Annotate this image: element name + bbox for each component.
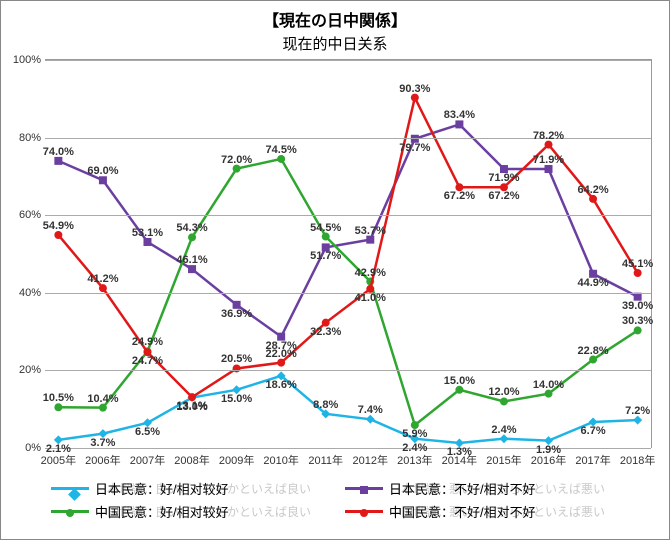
- series-marker-jp_bad: [500, 165, 508, 173]
- legend-marker-icon: [66, 509, 74, 517]
- series-marker-cn_good: [455, 386, 463, 394]
- legend-item-jp_bad: 日本世論：悪い／どちらかといえば悪い日本民意：不好/相对不好: [345, 479, 639, 498]
- legend-marker-icon: [68, 488, 81, 501]
- gridline: [45, 293, 651, 294]
- y-tick-label: 20%: [19, 364, 45, 376]
- series-marker-cn_good: [411, 421, 419, 429]
- series-marker-cn_good: [545, 390, 553, 398]
- legend-item-cn_bad: 中国世論：悪い／どちらかといえば悪い中国民意：不好/相对不好: [345, 502, 639, 521]
- x-tick-label: 2011年: [308, 448, 343, 468]
- gridline: [45, 138, 651, 139]
- series-marker-jp_bad: [54, 157, 62, 165]
- series-marker-jp_bad: [99, 176, 107, 184]
- y-tick-label: 100%: [13, 54, 45, 66]
- series-marker-jp_bad: [545, 165, 553, 173]
- series-marker-jp_bad: [233, 301, 241, 309]
- series-line-jp_good: [58, 376, 637, 443]
- x-tick-label: 2013年: [397, 448, 432, 468]
- series-marker-jp_bad: [589, 270, 597, 278]
- series-marker-cn_good: [634, 326, 642, 334]
- series-marker-cn_bad: [589, 195, 597, 203]
- x-tick-label: 2005年: [41, 448, 76, 468]
- series-marker-cn_bad: [366, 285, 374, 293]
- series-marker-jp_good: [232, 385, 241, 394]
- y-tick-label: 40%: [19, 287, 45, 299]
- x-tick-label: 2012年: [353, 448, 388, 468]
- x-tick-label: 2016年: [531, 448, 566, 468]
- y-tick-label: 80%: [19, 132, 45, 144]
- series-marker-cn_bad: [143, 348, 151, 356]
- series-marker-jp_bad: [143, 238, 151, 246]
- legend-marker-icon: [360, 509, 368, 517]
- legend-swatch: [345, 510, 383, 513]
- legend-swatch: [51, 487, 89, 490]
- legend-swatch: [345, 487, 383, 490]
- series-marker-cn_bad: [545, 141, 553, 149]
- series-marker-cn_bad: [277, 359, 285, 367]
- series-marker-cn_good: [322, 233, 330, 241]
- series-marker-cn_good: [99, 404, 107, 412]
- chart-svg: [45, 60, 651, 448]
- series-marker-cn_good: [277, 155, 285, 163]
- series-marker-cn_good: [54, 403, 62, 411]
- legend-item-cn_good: 中国世論：良い／どちらかといえば良い中国民意：好/相对较好: [51, 502, 345, 521]
- x-tick-label: 2007年: [130, 448, 165, 468]
- legend-label: 中国民意：好/相对较好: [95, 502, 229, 521]
- chart-container: 【現在の日中関係】 现在的中日关系 0%20%40%60%80%100%2005…: [0, 0, 670, 540]
- gridline: [45, 215, 651, 216]
- x-tick-label: 2008年: [174, 448, 209, 468]
- series-marker-cn_bad: [99, 284, 107, 292]
- series-marker-cn_good: [500, 397, 508, 405]
- series-marker-jp_good: [98, 429, 107, 438]
- series-marker-cn_bad: [634, 269, 642, 277]
- series-marker-jp_good: [366, 415, 375, 424]
- series-marker-cn_good: [188, 233, 196, 241]
- series-marker-cn_bad: [500, 183, 508, 191]
- x-tick-label: 2018年: [620, 448, 655, 468]
- series-marker-cn_bad: [411, 94, 419, 102]
- plot-area: 0%20%40%60%80%100%2005年2006年2007年2008年20…: [45, 59, 652, 448]
- series-marker-jp_bad: [411, 135, 419, 143]
- series-marker-jp_bad: [455, 120, 463, 128]
- series-marker-cn_good: [233, 165, 241, 173]
- chart-title-jp: 【現在の日中関係】: [1, 7, 669, 31]
- x-tick-label: 2014年: [442, 448, 477, 468]
- gridline: [45, 370, 651, 371]
- series-marker-jp_good: [54, 435, 63, 444]
- series-marker-cn_bad: [455, 183, 463, 191]
- chart-title-cn: 现在的中日关系: [1, 33, 669, 54]
- series-marker-jp_good: [633, 416, 642, 425]
- legend-label: 日本民意：好/相对较好: [95, 479, 229, 498]
- series-marker-jp_bad: [188, 265, 196, 273]
- series-marker-jp_good: [589, 418, 598, 427]
- x-tick-label: 2017年: [575, 448, 610, 468]
- series-marker-jp_good: [544, 436, 553, 445]
- series-marker-jp_bad: [366, 236, 374, 244]
- legend-swatch: [51, 510, 89, 513]
- series-marker-cn_good: [589, 356, 597, 364]
- chart-titles: 【現在の日中関係】 现在的中日关系: [1, 1, 669, 54]
- x-tick-label: 2015年: [486, 448, 521, 468]
- series-marker-jp_bad: [277, 333, 285, 341]
- legend-marker-icon: [360, 486, 368, 494]
- series-marker-jp_bad: [322, 243, 330, 251]
- series-marker-jp_good: [499, 434, 508, 443]
- series-marker-cn_bad: [54, 231, 62, 239]
- series-marker-jp_bad: [634, 293, 642, 301]
- x-tick-label: 2010年: [263, 448, 298, 468]
- series-marker-cn_bad: [322, 319, 330, 327]
- legend-label: 日本民意：不好/相对不好: [389, 479, 536, 498]
- gridline: [45, 60, 651, 61]
- legend-item-jp_good: 日本世論：良い／どちらかといえば良い日本民意：好/相对较好: [51, 479, 345, 498]
- chart-legend: 日本世論：良い／どちらかといえば良い日本民意：好/相对较好日本世論：悪い／どちら…: [1, 473, 669, 525]
- legend-label: 中国民意：不好/相对不好: [389, 502, 536, 521]
- x-tick-label: 2006年: [85, 448, 120, 468]
- x-tick-label: 2009年: [219, 448, 254, 468]
- y-tick-label: 60%: [19, 209, 45, 221]
- series-marker-jp_good: [410, 434, 419, 443]
- series-marker-cn_bad: [188, 393, 196, 401]
- series-marker-jp_good: [455, 438, 464, 447]
